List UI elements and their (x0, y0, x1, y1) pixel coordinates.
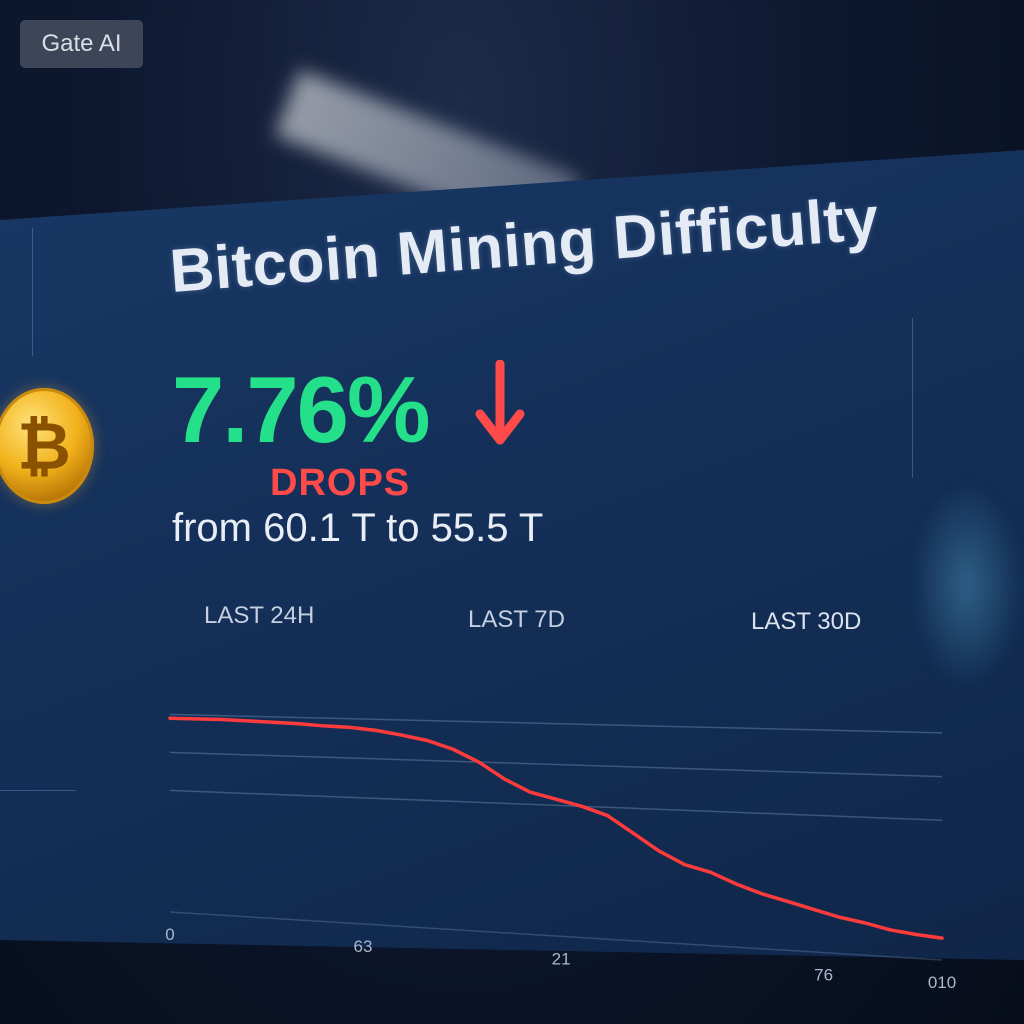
series-line-difficulty (168, 716, 944, 940)
bitcoin-coin-icon: ₿ (0, 388, 94, 504)
gridline (169, 751, 943, 778)
percent-change: 7.76% (172, 357, 431, 462)
divider-line (912, 318, 913, 478)
x-axis-line (169, 911, 943, 961)
x-tick-label: 21 (552, 949, 571, 968)
x-tick-label: 0 (165, 925, 174, 944)
gate-ai-badge[interactable]: Gate AI (20, 20, 143, 68)
divider-line (0, 790, 76, 791)
x-tick-label: 76 (814, 966, 833, 985)
gridline (169, 713, 943, 734)
x-tick-label: 63 (354, 937, 373, 956)
x-tick-label: 010 (928, 973, 956, 992)
period-tab-7d[interactable]: LAST 7D (468, 606, 565, 633)
screen-glow (910, 480, 1024, 690)
range-text: from 60.1 T to 55.5 T (172, 506, 544, 550)
down-arrow-icon (475, 360, 525, 445)
period-tab-30d[interactable]: LAST 30D (751, 608, 862, 635)
display-screen (0, 150, 1024, 960)
period-tab-24h[interactable]: LAST 24H (204, 602, 315, 629)
divider-line (32, 228, 33, 356)
gridline (169, 789, 943, 822)
direction-label: DROPS (270, 462, 411, 504)
